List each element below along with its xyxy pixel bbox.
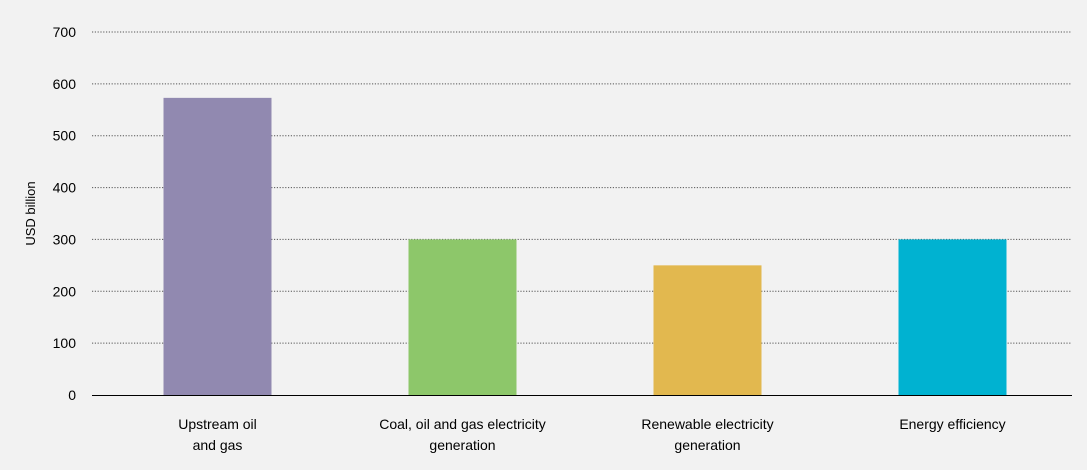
- y-axis-ticks: 0 100 200 300 400 500 600 700: [53, 24, 77, 403]
- y-axis-title: USD billion: [23, 181, 38, 245]
- y-tick-label: 400: [53, 180, 77, 196]
- x-category-label: Renewable electricity generation: [641, 416, 773, 453]
- bar: [898, 239, 1007, 395]
- y-tick-label: 300: [53, 231, 77, 247]
- bar: [653, 265, 762, 395]
- bars: [163, 97, 1007, 395]
- bar: [163, 97, 272, 395]
- y-tick-label: 200: [53, 283, 77, 299]
- y-tick-label: 100: [53, 335, 77, 351]
- y-tick-label: 700: [53, 24, 77, 40]
- x-category-label: Upstream oil and gas: [178, 416, 257, 453]
- x-category-label: Energy efficiency: [899, 416, 1005, 432]
- y-tick-label: 0: [68, 387, 76, 403]
- x-category-label: Coal, oil and gas electricity generation: [379, 416, 546, 453]
- y-tick-label: 600: [53, 76, 77, 92]
- y-tick-label: 500: [53, 128, 77, 144]
- bar: [408, 239, 517, 395]
- x-axis-category-labels: Upstream oil and gas Coal, oil and gas ele…: [178, 416, 1005, 453]
